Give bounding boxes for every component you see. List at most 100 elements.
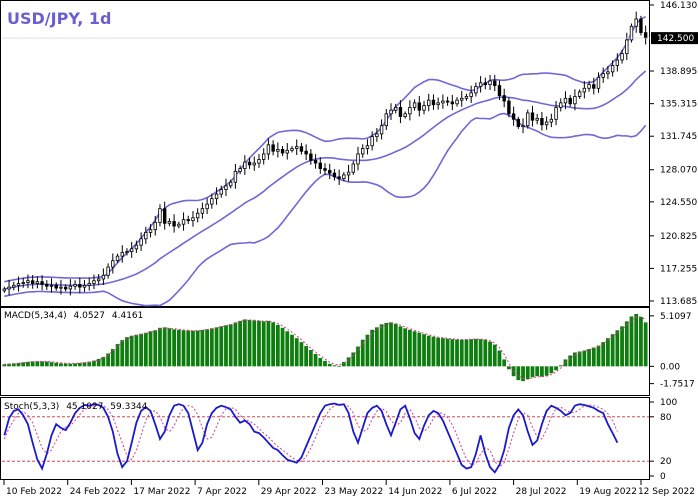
macd-bar	[87, 361, 92, 367]
macd-bar	[591, 347, 596, 367]
candle	[573, 89, 577, 111]
macd-bar	[294, 338, 299, 367]
macd-bar	[393, 323, 398, 367]
macd-bar	[115, 344, 120, 367]
macd-axis: 5.1097 0.00 -1.7517	[650, 312, 695, 390]
macd-bar	[252, 320, 257, 367]
stoch-tick-label: 80	[660, 413, 672, 423]
macd-bar	[158, 327, 162, 367]
macd-bar	[40, 361, 44, 367]
candle	[431, 94, 436, 110]
candle	[144, 226, 148, 244]
candle	[601, 67, 605, 83]
macd-bar	[606, 338, 610, 367]
macd-bar	[412, 331, 417, 367]
price-tick-label: 113.685	[660, 297, 697, 307]
candle	[408, 100, 412, 121]
candle	[247, 157, 252, 169]
bb-middle	[4, 70, 647, 290]
candle	[441, 94, 445, 109]
candle	[478, 76, 483, 93]
candle	[596, 72, 601, 93]
candle	[346, 164, 351, 182]
candle	[205, 198, 209, 215]
candle	[464, 93, 469, 101]
price-axis: 146.130 142.500 138.895 135.315 131.745 128.0…	[650, 1, 698, 307]
macd-bar	[615, 330, 620, 367]
macd-bar	[426, 335, 431, 367]
macd-name: MACD(5,34,4)	[4, 311, 67, 321]
candle	[162, 201, 167, 230]
macd-bar	[530, 366, 535, 378]
macd-bar	[459, 339, 464, 367]
candle	[511, 106, 516, 126]
candle	[639, 15, 643, 36]
candle	[634, 11, 638, 33]
macd-bar	[299, 342, 304, 367]
macd-bar	[313, 353, 318, 367]
macd-bar	[285, 331, 290, 367]
macd-bar	[304, 346, 309, 367]
candle	[563, 91, 568, 110]
candle	[63, 284, 68, 292]
candle	[606, 65, 610, 80]
candle	[195, 208, 200, 223]
macd-bar	[238, 320, 243, 367]
macd-bar	[351, 352, 356, 367]
candle	[87, 277, 91, 291]
candle	[365, 139, 370, 155]
time-tick-label: 24 Feb 2022	[70, 487, 126, 497]
candle	[129, 241, 134, 258]
macd-bar	[153, 330, 158, 367]
candle	[507, 97, 511, 118]
candle	[474, 82, 478, 97]
candle	[535, 113, 539, 125]
stoch-tick-label: 20	[660, 457, 672, 467]
candle	[54, 282, 58, 291]
macd-value-2: 4.4161	[112, 311, 144, 321]
candle	[629, 23, 634, 43]
macd-bar	[247, 319, 252, 367]
macd-bar	[16, 362, 21, 367]
macd-value-1: 4.0527	[74, 311, 106, 321]
macd-bar	[35, 361, 40, 367]
macd-bar	[280, 327, 285, 367]
candle	[521, 118, 525, 134]
macd-bar	[488, 341, 492, 367]
macd-bar	[535, 366, 540, 377]
candle	[16, 276, 21, 292]
macd-bar	[337, 365, 342, 367]
macd-bar	[483, 339, 488, 367]
candle	[167, 218, 172, 227]
macd-bar	[271, 322, 276, 367]
macd-bar	[110, 349, 115, 367]
candle	[299, 142, 304, 155]
candle	[78, 277, 82, 294]
macd-bar	[162, 327, 167, 367]
macd-bar	[370, 329, 375, 367]
macd-bar	[474, 338, 478, 367]
stoch-tick-label: 100	[660, 398, 677, 408]
candle	[469, 85, 473, 103]
candle	[177, 221, 181, 229]
macd-bar	[478, 339, 483, 367]
stoch-value-2: 59.3344	[110, 402, 147, 412]
macd-bar	[139, 333, 143, 367]
macd-bar	[624, 321, 629, 367]
candle	[73, 280, 77, 290]
macd-bar	[544, 366, 549, 376]
macd-bar	[54, 362, 59, 367]
macd-bar	[502, 359, 507, 367]
current-price-box	[651, 32, 698, 45]
candle	[148, 224, 153, 238]
time-tick-label: 28 Jul 2022	[516, 487, 567, 497]
candle	[370, 131, 374, 151]
candle	[219, 185, 223, 198]
macd-label: MACD(5,34,4) 4.0527 4.4161	[4, 311, 143, 321]
time-tick-label: 23 May 2022	[325, 487, 384, 497]
candle	[191, 211, 195, 227]
candle	[497, 80, 502, 101]
macd-bar	[639, 316, 643, 367]
macd-bar	[389, 322, 393, 367]
macd-bar	[96, 358, 101, 367]
